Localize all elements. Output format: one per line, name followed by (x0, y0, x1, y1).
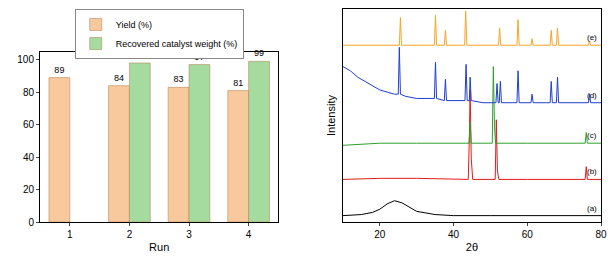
svg-text:2θ: 2θ (466, 241, 478, 253)
svg-text:83: 83 (174, 74, 184, 84)
svg-text:40: 40 (23, 152, 35, 163)
svg-text:Recovered catalyst weight (%): Recovered catalyst weight (%) (116, 39, 238, 49)
svg-text:100: 100 (17, 54, 34, 65)
svg-text:Yield (%): Yield (%) (116, 20, 152, 30)
svg-text:(b): (b) (587, 167, 597, 176)
svg-text:80: 80 (23, 87, 35, 98)
svg-text:1: 1 (67, 229, 73, 240)
svg-text:81: 81 (233, 78, 243, 88)
svg-text:60: 60 (522, 229, 534, 240)
svg-text:Intensity: Intensity (325, 95, 337, 136)
svg-text:(a): (a) (587, 204, 597, 213)
svg-text:4: 4 (246, 229, 252, 240)
svg-text:60: 60 (23, 119, 35, 130)
svg-text:89: 89 (54, 65, 64, 75)
svg-text:(e): (e) (587, 33, 597, 42)
svg-text:40: 40 (448, 229, 460, 240)
svg-text:99: 99 (254, 48, 264, 58)
svg-text:20: 20 (23, 184, 35, 195)
svg-text:80: 80 (595, 229, 607, 240)
svg-text:(c): (c) (587, 131, 597, 140)
svg-text:84: 84 (114, 73, 124, 83)
svg-text:(d): (d) (587, 91, 597, 100)
svg-text:0: 0 (28, 217, 34, 228)
svg-text:Run: Run (149, 241, 169, 253)
svg-text:2: 2 (127, 229, 133, 240)
svg-text:20: 20 (374, 229, 386, 240)
svg-text:3: 3 (186, 229, 192, 240)
